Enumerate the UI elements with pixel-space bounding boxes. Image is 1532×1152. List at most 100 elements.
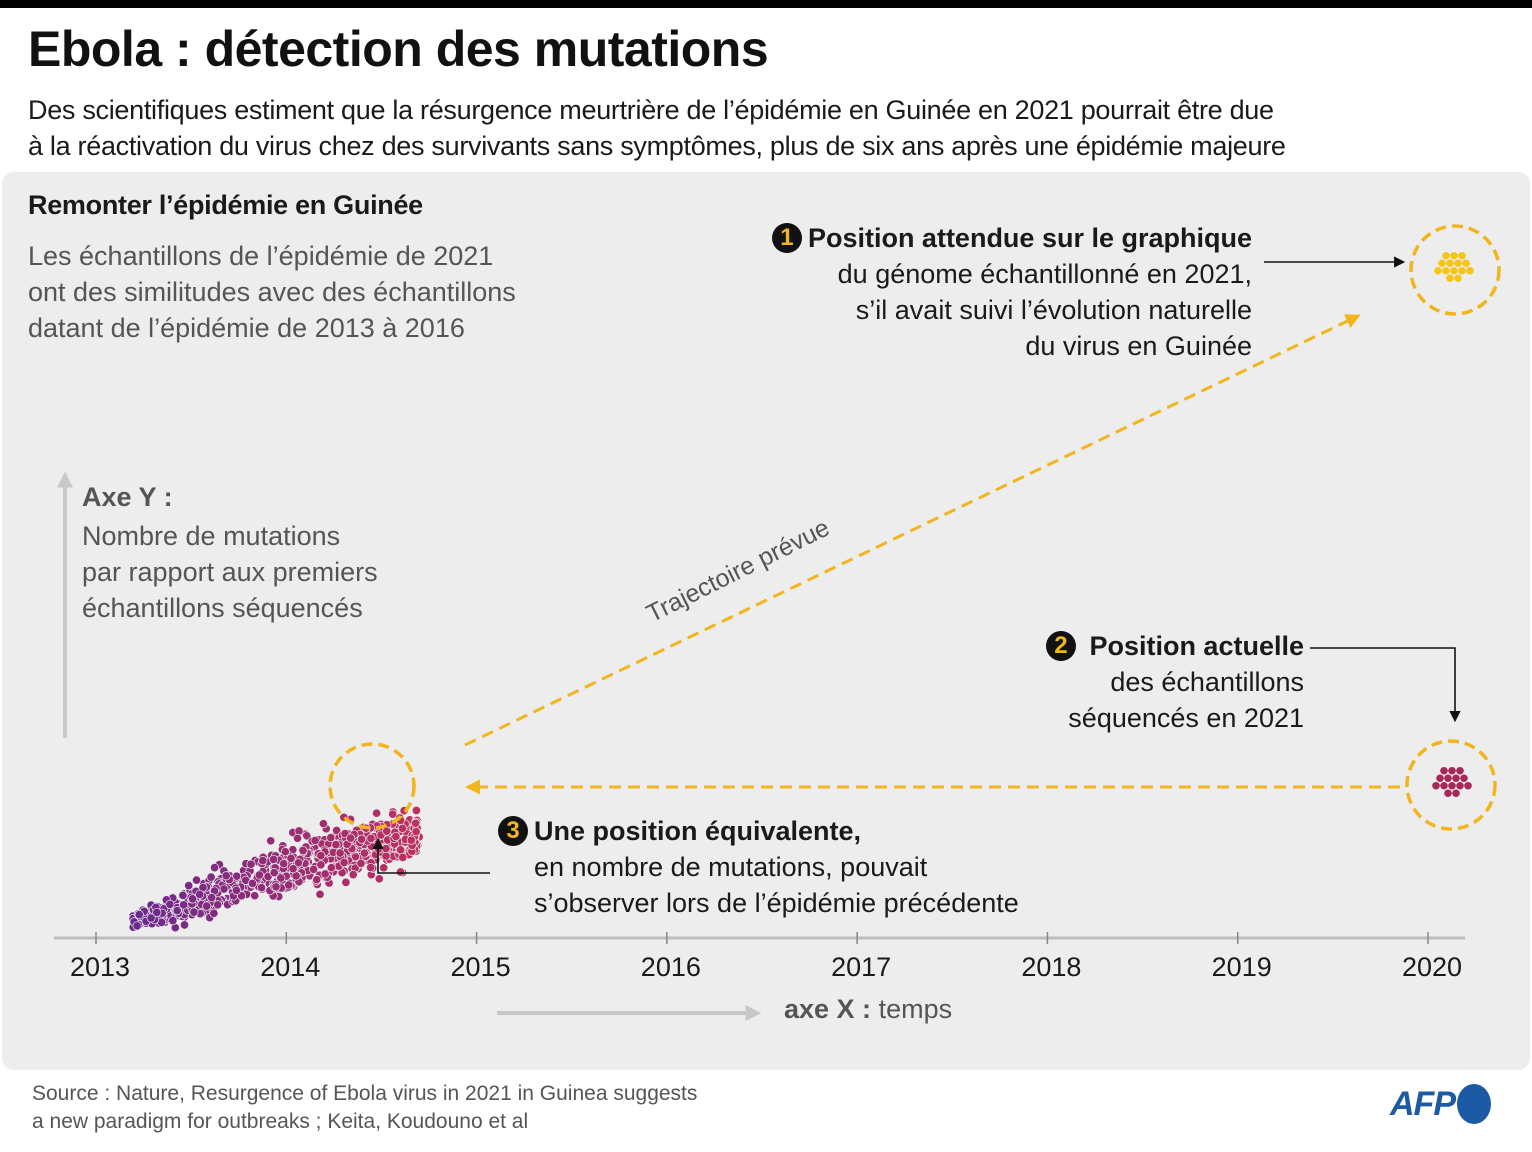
sample-point: [310, 835, 320, 846]
actual-2021-point: [1444, 774, 1452, 783]
x-tick-label: 2014: [260, 952, 321, 982]
expected-2021-point: [1462, 259, 1470, 268]
sample-point: [195, 889, 205, 899]
chart-panel: [2, 172, 1530, 1070]
annotation-1-line: du génome échantillonné en 2021,: [837, 259, 1252, 289]
x-tick-label: 2015: [450, 952, 511, 982]
sample-point: [312, 875, 322, 885]
y-axis-desc-line: échantillons séquencés: [82, 593, 363, 623]
x-tick-label: 2019: [1211, 952, 1272, 982]
actual-2021-point: [1464, 781, 1472, 790]
sample-point: [341, 877, 351, 887]
sample-point: [134, 910, 144, 920]
sample-point: [292, 833, 303, 843]
afp-logo-dot: [1457, 1084, 1491, 1124]
sample-point: [359, 848, 369, 858]
annotation-3-line: en nombre de mutations, pouvait: [534, 852, 928, 882]
number-badge-3: 3: [498, 816, 528, 846]
equivalent-position-circle: [328, 742, 416, 830]
x-tick-label: 2016: [640, 952, 701, 982]
source-line: a new paradigm for outbreaks ; Keita, Ko…: [32, 1110, 529, 1133]
sample-point: [207, 893, 217, 903]
actual-2021-point: [1440, 781, 1448, 790]
y-axis-desc-line: Nombre de mutations: [82, 521, 341, 551]
sample-point: [339, 857, 349, 868]
sample-point: [391, 831, 401, 842]
leader-2: [1310, 647, 1461, 723]
annotation-2-heading: Position actuelle: [1089, 631, 1304, 661]
sample-point: [309, 864, 319, 874]
annotation-1-line: du virus en Guinée: [1025, 331, 1252, 361]
sample-point: [320, 869, 330, 879]
expected-2021-point: [1466, 266, 1474, 275]
sample-point: [388, 809, 398, 819]
page-title: Ebola : détection des mutations: [28, 21, 769, 77]
actual-2021-point: [1448, 766, 1456, 775]
sample-point: [271, 882, 281, 892]
sample-point: [250, 891, 260, 901]
sample-point: [357, 834, 367, 844]
x-tick-label: 2020: [1401, 952, 1463, 982]
sample-point: [406, 835, 416, 845]
sample-point: [382, 826, 392, 836]
sample-point: [179, 920, 190, 930]
sample-point: [246, 859, 256, 869]
actual-2021-point: [1452, 774, 1460, 783]
sample-point: [256, 883, 267, 893]
sample-point: [206, 872, 216, 882]
sample-point: [280, 847, 290, 857]
sample-point: [398, 852, 408, 862]
sample-point: [374, 874, 384, 884]
x-axis-title-rest: temps: [871, 994, 953, 1024]
expected-2021-point: [1458, 251, 1466, 260]
sample-point: [184, 881, 194, 891]
section-desc-line: Les échantillons de l’épidémie de 2021: [28, 241, 494, 271]
expected-2021-point: [1442, 266, 1450, 275]
y-axis-title: Axe Y :: [82, 482, 173, 513]
sample-point: [276, 873, 286, 883]
expected-2021-point: [1458, 266, 1466, 275]
annotation-1-heading: Position attendue sur le graphique: [807, 223, 1252, 253]
sample-point: [152, 907, 162, 917]
sample-point: [202, 901, 212, 911]
actual-2021-point: [1460, 774, 1468, 783]
annotation-2-line: des échantillons: [1110, 667, 1304, 697]
sample-point: [213, 900, 223, 910]
sample-point: [132, 921, 142, 931]
x-tick-label: 2017: [831, 952, 892, 982]
sample-point: [219, 884, 229, 894]
expected-2021-point: [1438, 259, 1446, 268]
x-axis-title: axe X : temps: [784, 994, 952, 1025]
sample-point: [146, 913, 156, 923]
actual-2021-point: [1452, 789, 1460, 798]
sample-point: [411, 827, 421, 837]
sample-point: [284, 880, 294, 890]
sample-point: [254, 870, 264, 880]
actual-2021-point: [1440, 766, 1448, 775]
sample-point: [298, 845, 308, 856]
sample-point: [188, 894, 198, 904]
sample-point: [269, 868, 279, 878]
sample-point: [288, 864, 298, 874]
expected-2021-point: [1450, 251, 1458, 260]
x-axis-title-bold: axe X :: [784, 994, 872, 1024]
actual-2021-circle: [1405, 739, 1497, 831]
expected-2021-point: [1446, 259, 1454, 268]
sample-point: [395, 867, 406, 877]
expected-2021-point: [1446, 274, 1454, 283]
annotation-1-line: s’il avait suivi l’évolution naturelle: [855, 295, 1252, 325]
sample-point: [269, 854, 279, 864]
top-rule: [0, 0, 1532, 8]
sample-point: [356, 858, 366, 868]
expected-2021-point: [1454, 259, 1462, 268]
actual-2021-point: [1432, 781, 1440, 790]
leader-3: [372, 837, 490, 874]
y-axis-description: Nombre de mutations par rapport aux prem…: [82, 518, 378, 626]
sample-point: [326, 863, 336, 873]
actual-2021-point: [1456, 766, 1464, 775]
sample-point: [411, 805, 421, 816]
sample-point: [331, 840, 341, 850]
sample-point: [316, 860, 326, 870]
afp-logo-text: AFP: [1390, 1084, 1456, 1123]
expected-2021-point: [1434, 266, 1442, 275]
